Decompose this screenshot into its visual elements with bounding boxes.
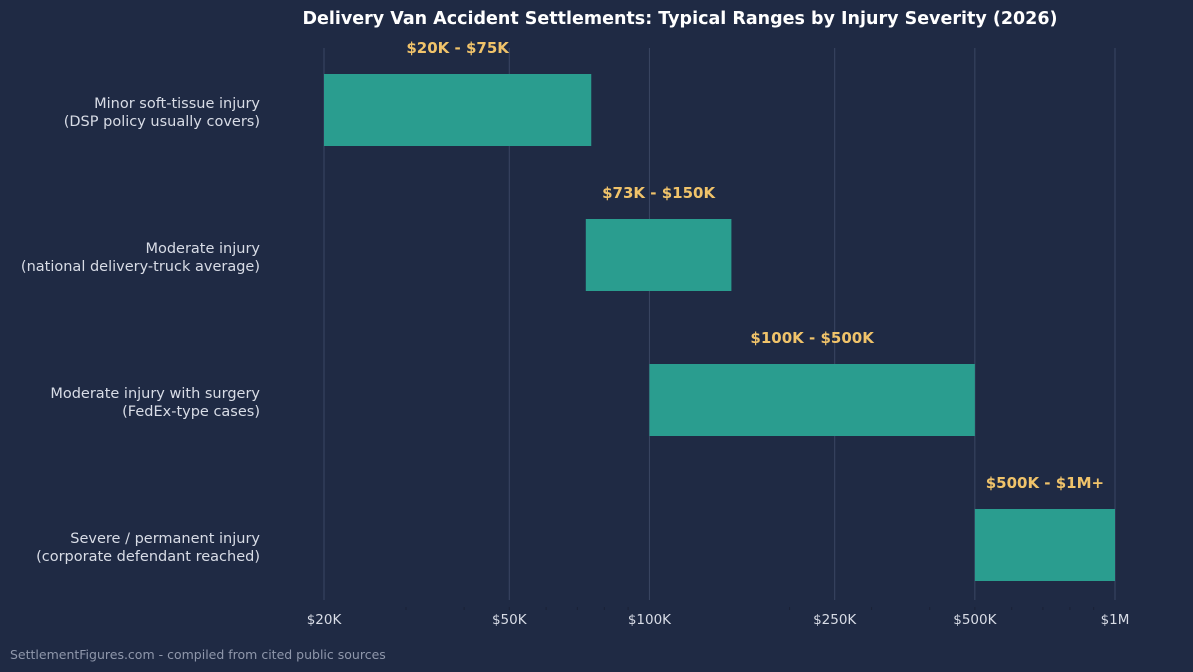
range-label: $73K - $150K — [602, 184, 716, 202]
x-tick-label: $250K — [813, 612, 857, 628]
footer-source: SettlementFigures.com - compiled from ci… — [10, 647, 386, 662]
x-axis-ticks: $20K $50K $100K $250K $500K $1M — [307, 612, 1130, 628]
x-tick-label: $1M — [1101, 612, 1130, 628]
category-label: Minor soft-tissue injury (DSP policy usua… — [64, 96, 261, 130]
chart-title: Delivery Van Accident Settlements: Typic… — [302, 9, 1057, 29]
category-label: Moderate injury with surgery (FedEx-type … — [50, 386, 260, 420]
x-tick-label: $100K — [628, 612, 672, 628]
range-label: $100K - $500K — [750, 329, 875, 347]
range-bar — [324, 74, 592, 146]
category-label: Severe / permanent injury (corporate defe… — [36, 531, 260, 565]
x-tick-label: $20K — [307, 612, 343, 628]
bars: $20K - $75K Minor soft-tissue injury (DSP … — [21, 39, 1115, 581]
x-tick-label: $50K — [492, 612, 528, 628]
range-bar — [585, 219, 732, 291]
range-bar — [974, 509, 1115, 581]
x-tick-label: $500K — [953, 612, 997, 628]
range-bar — [649, 364, 975, 436]
minor-ticks — [405, 607, 1095, 610]
range-label: $20K - $75K — [406, 39, 510, 57]
category-label: Moderate injury (national delivery-truck … — [21, 241, 260, 275]
range-label: $500K - $1M+ — [986, 474, 1104, 492]
